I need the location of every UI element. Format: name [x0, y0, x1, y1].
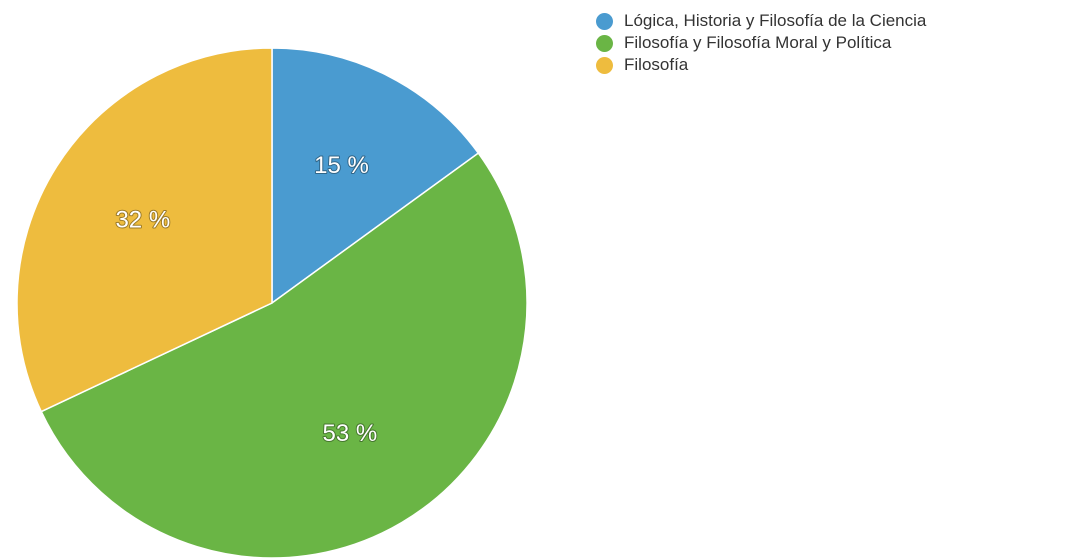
legend-label: Filosofía — [624, 55, 689, 74]
chart-legend: Lógica, Historia y Filosofía de la Cienc… — [596, 10, 926, 76]
legend-swatch — [596, 12, 613, 30]
legend-swatch — [596, 56, 613, 74]
pie-slice — [40, 152, 528, 559]
legend-label: Lógica, Historia y Filosofía de la Cienc… — [624, 11, 927, 30]
slice-data-label: 53 % — [323, 420, 378, 447]
legend-item: Lógica, Historia y Filosofía de la Cienc… — [596, 10, 926, 32]
legend-item: Filosofía — [596, 54, 926, 76]
slice-data-label: 32 % — [115, 206, 170, 233]
slice-data-label: 15 % — [314, 152, 369, 179]
legend-item: Filosofía y Filosofía Moral y Política — [596, 32, 926, 54]
pie-slice — [16, 47, 273, 413]
slice-labels-group: 15 % 53 % 32 % — [114, 151, 378, 448]
pie-slice — [271, 47, 480, 305]
legend-label: Filosofía y Filosofía Moral y Política — [624, 33, 892, 52]
legend-swatch — [596, 34, 613, 52]
slices-group — [16, 47, 528, 559]
